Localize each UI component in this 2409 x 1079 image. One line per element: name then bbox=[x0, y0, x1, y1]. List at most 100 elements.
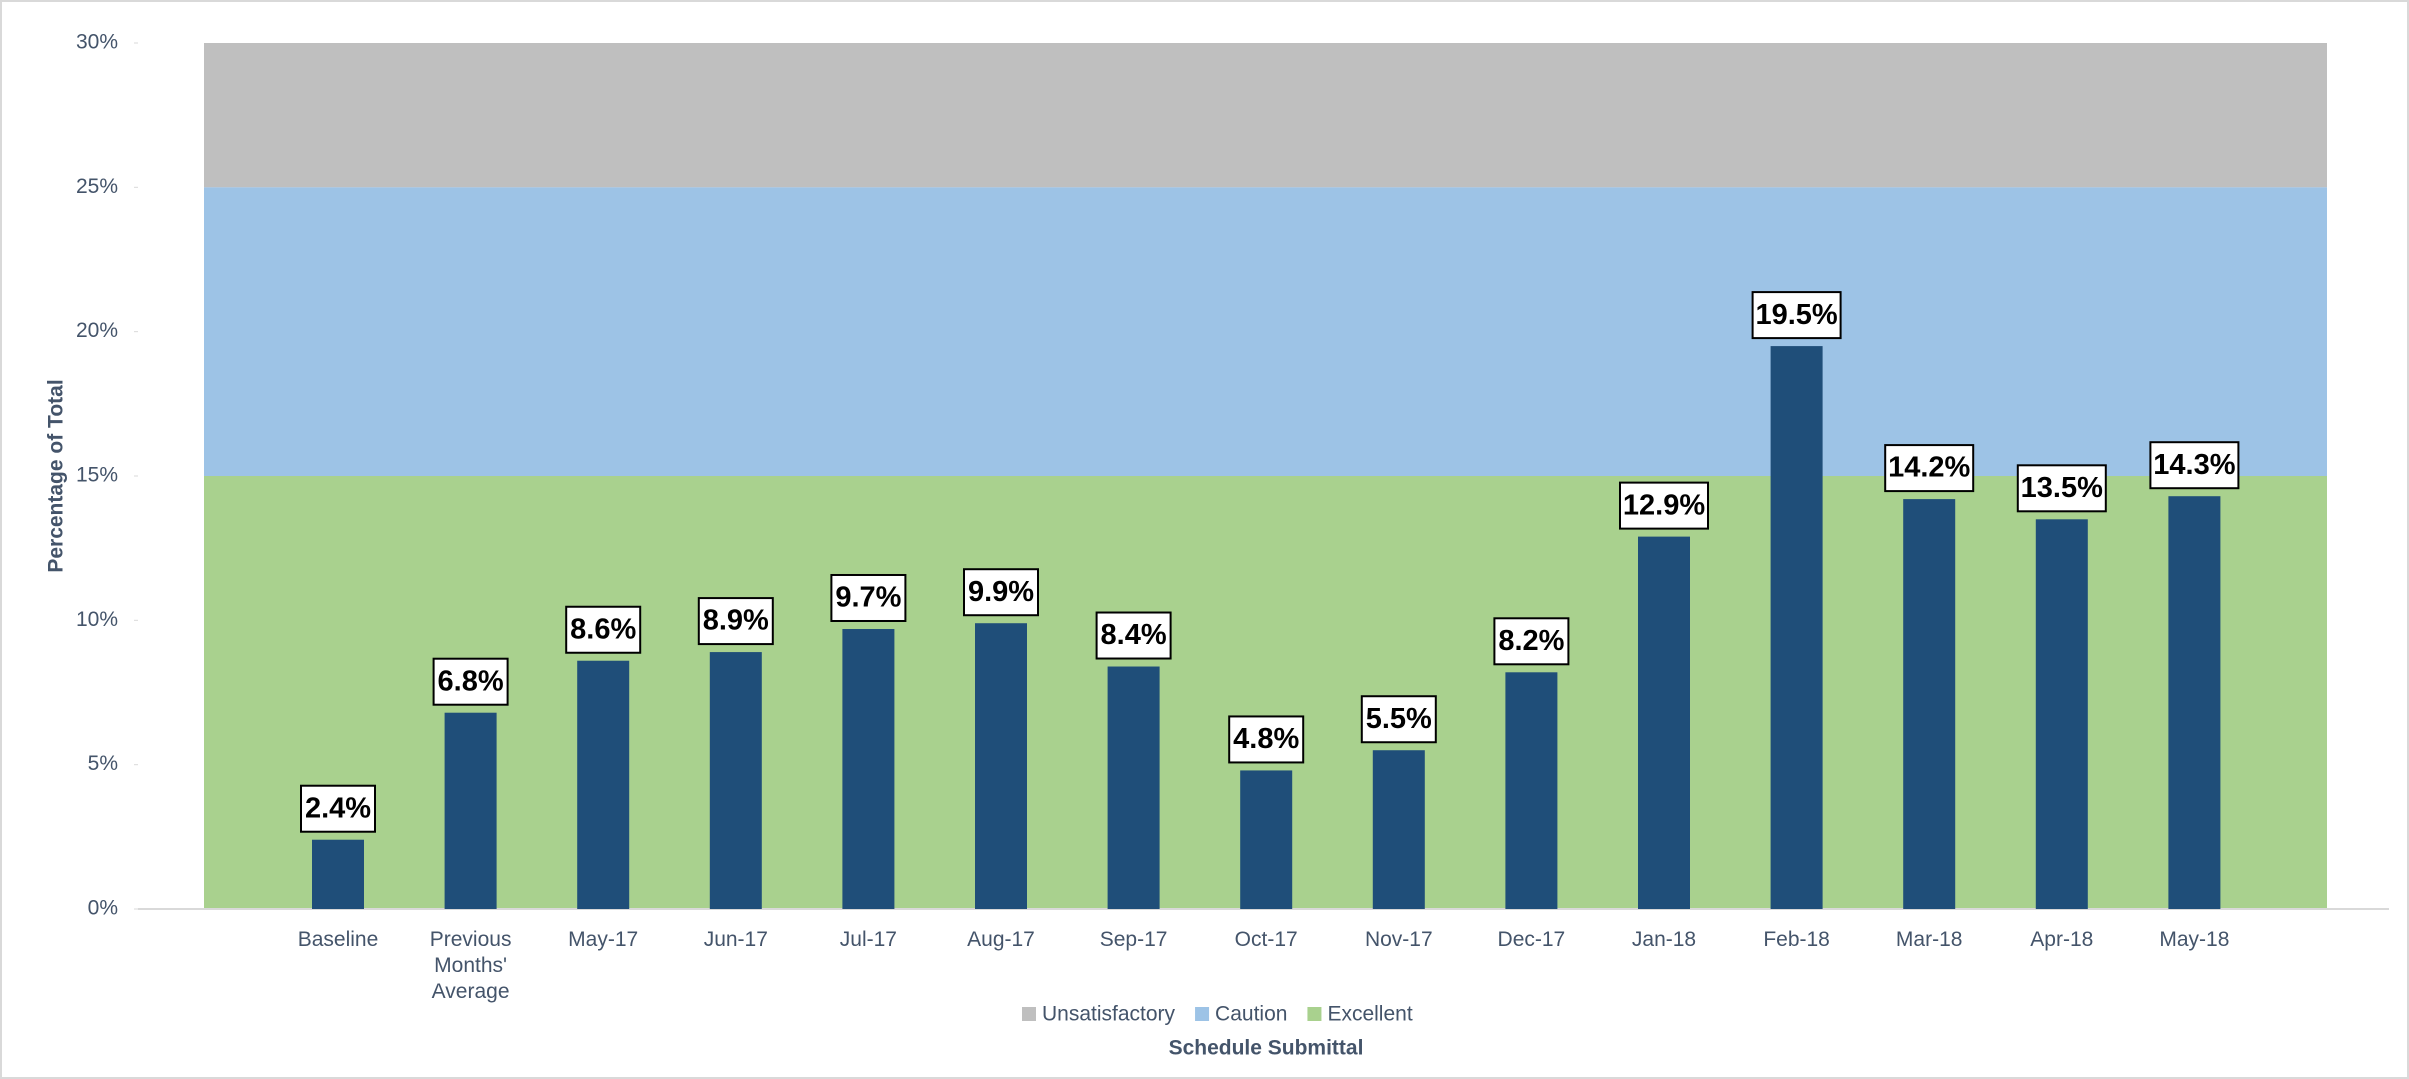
data-label-text: 8.6% bbox=[570, 613, 636, 645]
x-tick-label-box: Jan-18 bbox=[1631, 928, 1697, 951]
data-label-text: 9.7% bbox=[835, 582, 901, 614]
bar bbox=[842, 628, 895, 909]
y-tick-label: 0% bbox=[88, 897, 118, 920]
bar bbox=[975, 623, 1027, 909]
x-tick-label-box: Previous Months' Average bbox=[429, 928, 512, 1003]
legend-swatch bbox=[1307, 1007, 1322, 1021]
bar bbox=[2035, 519, 2088, 909]
y-tick-label: 20% bbox=[76, 319, 118, 342]
x-tick-label: Nov-17 bbox=[1364, 928, 1433, 951]
x-tick-label-box: May-18 bbox=[2159, 928, 2230, 951]
data-label-text: 8.4% bbox=[1101, 619, 1167, 651]
x-tick-label: Oct-17 bbox=[1234, 928, 1298, 951]
x-tick-label: Feb-18 bbox=[1763, 928, 1830, 951]
bar bbox=[2168, 496, 2221, 909]
x-tick-label-box: Dec-17 bbox=[1497, 928, 1566, 951]
data-label: 8.6% bbox=[565, 605, 642, 654]
x-tick-label: Mar-18 bbox=[1895, 928, 1963, 951]
data-label-box bbox=[963, 568, 1039, 617]
x-tick-label: May-17 bbox=[568, 928, 639, 951]
x-tick-label: Baseline bbox=[297, 928, 379, 951]
bar bbox=[1107, 666, 1160, 909]
data-label: 2.4% bbox=[300, 784, 376, 833]
legend-label: Unsatisfactory bbox=[1042, 1003, 1176, 1026]
x-tick-label-box: Apr-18 bbox=[2030, 928, 2094, 951]
data-label-text: 14.2% bbox=[1888, 452, 1970, 484]
x-tick-label-box: Sep-17 bbox=[1099, 928, 1168, 951]
x-tick-label-box: Aug-17 bbox=[967, 928, 1035, 951]
x-tick-label: Aug-17 bbox=[967, 928, 1035, 951]
data-label-box bbox=[1619, 481, 1709, 530]
data-label: 4.8% bbox=[1228, 715, 1305, 764]
x-tick-label: Jan-18 bbox=[1631, 928, 1697, 951]
legend-swatch bbox=[1022, 1007, 1036, 1021]
x-tick-label-box: May-17 bbox=[568, 928, 639, 951]
x-tick-label: May-18 bbox=[2159, 928, 2230, 951]
data-label-box bbox=[432, 657, 509, 706]
data-label: 14.3% bbox=[2149, 441, 2240, 490]
data-label-text: 8.2% bbox=[1498, 625, 1564, 657]
data-label-text: 13.5% bbox=[2021, 472, 2103, 504]
x-tick-label: Jul-17 bbox=[839, 928, 897, 951]
x-tick-label: Sep-17 bbox=[1099, 928, 1168, 951]
data-label: 9.9% bbox=[963, 568, 1039, 617]
data-label: 8.4% bbox=[1095, 611, 1172, 660]
data-label: 5.5% bbox=[1360, 695, 1437, 744]
x-tick-label-box: Oct-17 bbox=[1234, 928, 1298, 951]
data-label-text: 12.9% bbox=[1623, 489, 1705, 521]
data-label-box bbox=[830, 573, 907, 622]
data-label-box bbox=[300, 784, 376, 833]
data-label: 8.9% bbox=[697, 597, 774, 646]
data-label: 9.7% bbox=[830, 573, 907, 622]
x-axis-title: Schedule Submittal bbox=[1169, 1037, 1364, 1060]
data-label-box bbox=[1095, 611, 1172, 660]
data-label-text: 5.5% bbox=[1366, 703, 1432, 735]
x-tick-label-box: Mar-18 bbox=[1895, 928, 1963, 951]
x-tick-label: Dec-17 bbox=[1497, 928, 1566, 951]
bar bbox=[709, 652, 762, 909]
band bbox=[204, 43, 2327, 188]
bar bbox=[1240, 770, 1293, 909]
data-label-text: 8.9% bbox=[703, 605, 769, 637]
data-label-box bbox=[1884, 444, 1975, 493]
data-label-box bbox=[1751, 291, 1842, 340]
data-label-text: 6.8% bbox=[438, 665, 504, 697]
data-label-box bbox=[697, 597, 774, 646]
y-axis-title: Percentage of Total bbox=[45, 379, 68, 572]
legend-swatch bbox=[1195, 1007, 1210, 1021]
legend-label: Caution bbox=[1215, 1003, 1287, 1026]
data-label: 14.2% bbox=[1884, 444, 1975, 493]
data-label-text: 4.8% bbox=[1233, 723, 1299, 755]
data-label-box bbox=[1493, 617, 1570, 666]
x-tick-label-box: Feb-18 bbox=[1763, 928, 1830, 951]
data-label: 8.2% bbox=[1493, 617, 1570, 666]
bar bbox=[1770, 346, 1823, 910]
x-tick-label: Apr-18 bbox=[2030, 928, 2094, 951]
bar bbox=[577, 660, 630, 909]
y-tick-label: 10% bbox=[76, 608, 118, 631]
bar bbox=[312, 839, 364, 909]
x-tick-label-box: Baseline bbox=[297, 928, 379, 951]
bar bbox=[1638, 536, 1690, 909]
bar bbox=[444, 712, 497, 909]
x-tick-label-box: Jul-17 bbox=[839, 928, 897, 951]
x-tick-label: Previous Months' Average bbox=[429, 928, 512, 1003]
x-tick-label: Jun-17 bbox=[703, 928, 768, 951]
y-tick-label: 15% bbox=[76, 464, 118, 487]
data-label-box bbox=[1228, 715, 1305, 764]
data-label-box bbox=[2016, 464, 2107, 513]
data-label: 13.5% bbox=[2016, 464, 2107, 513]
x-tick-label-box: Nov-17 bbox=[1364, 928, 1433, 951]
bar bbox=[1903, 499, 1956, 909]
y-tick-label: 30% bbox=[76, 31, 118, 54]
y-tick-label: 5% bbox=[88, 752, 118, 775]
y-tick-label: 25% bbox=[76, 175, 118, 198]
data-label: 12.9% bbox=[1619, 481, 1709, 530]
data-label-text: 9.9% bbox=[968, 576, 1034, 608]
data-label-text: 14.3% bbox=[2153, 449, 2235, 481]
bar bbox=[1372, 750, 1425, 909]
legend-label: Excellent bbox=[1327, 1003, 1412, 1026]
data-label-box bbox=[2149, 441, 2240, 490]
bar bbox=[1505, 672, 1558, 909]
